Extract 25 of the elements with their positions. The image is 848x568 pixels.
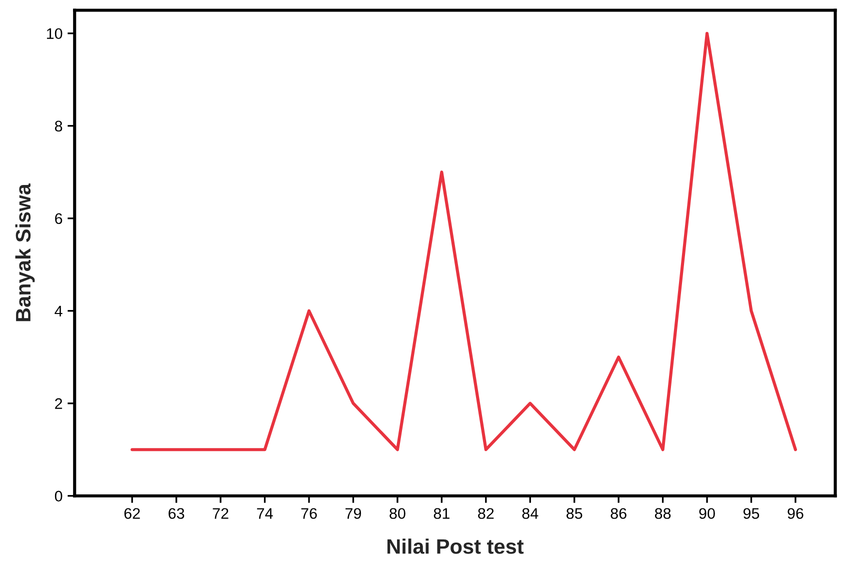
y-axis-title: Banyak Siswa <box>15 183 35 322</box>
x-tick-label: 86 <box>610 508 626 519</box>
y-tick-label: 8 <box>54 120 62 132</box>
x-tick-label: 82 <box>478 508 494 519</box>
x-tick-label: 62 <box>124 508 140 519</box>
x-tick-label: 95 <box>743 508 760 519</box>
x-tick-label: 81 <box>434 508 450 519</box>
y-tick-label: 10 <box>46 28 62 40</box>
x-tick-label: 63 <box>168 508 184 519</box>
x-tick-label: 80 <box>390 508 406 519</box>
y-tick-label: 0 <box>54 490 62 502</box>
line-series <box>130 32 798 452</box>
y-tick-label: 6 <box>55 213 62 224</box>
x-tick-label: 90 <box>699 508 715 519</box>
x-tick-label: 88 <box>654 508 671 519</box>
x-axis-title: Nilai Post test <box>387 538 524 554</box>
x-tick-label: 74 <box>257 508 273 519</box>
y-tick-label: 4 <box>54 306 62 316</box>
x-tick-label: 76 <box>301 508 317 519</box>
x-tick-label: 84 <box>522 508 538 519</box>
x-tick-label: 79 <box>346 508 362 519</box>
x-tick-label: 85 <box>566 508 582 519</box>
x-tick-label: 96 <box>788 508 804 519</box>
y-tick-label: 2 <box>55 398 62 409</box>
x-tick-label: 72 <box>212 508 228 519</box>
